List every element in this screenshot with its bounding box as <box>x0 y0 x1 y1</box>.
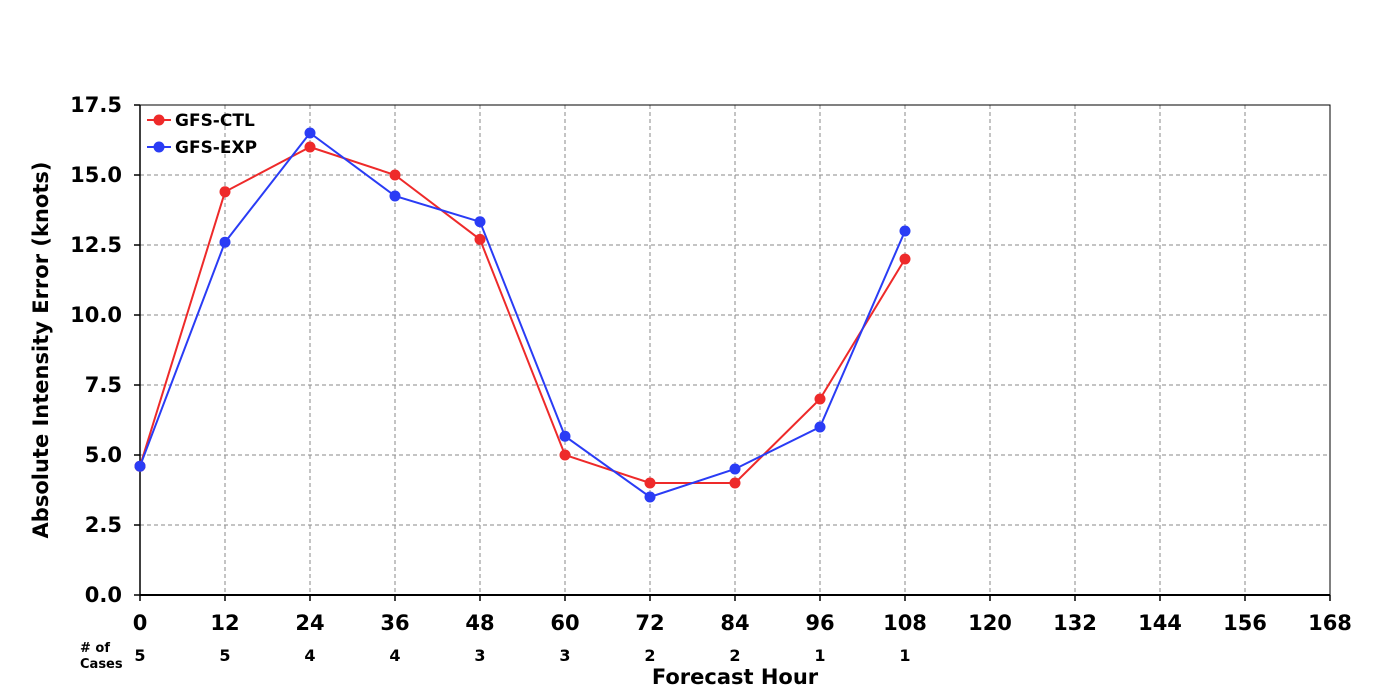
x-tick-label: 120 <box>968 611 1012 635</box>
x-tick-label: 132 <box>1053 611 1097 635</box>
legend-label: GFS-EXP <box>175 138 257 158</box>
cases-label-line1: # of <box>80 641 110 656</box>
cases-count: 5 <box>134 646 145 665</box>
legend: GFS-CTL GFS-EXP <box>147 111 257 158</box>
data-point-gfs-exp <box>814 421 826 433</box>
y-tick-label: 5.0 <box>85 443 122 467</box>
data-point-gfs-exp <box>644 491 656 503</box>
y-axis-ticks: 0.0 2.5 5.0 7.5 10.0 12.5 15.0 17.5 <box>70 93 140 607</box>
data-point-gfs-ctl <box>304 141 316 153</box>
cases-count: 3 <box>559 646 570 665</box>
legend-swatch-marker <box>153 141 165 153</box>
x-axis-ticks: 0 12 24 36 48 60 72 84 96 108 120 132 144 156 168 <box>133 595 1352 635</box>
x-tick-label: 156 <box>1223 611 1267 635</box>
y-tick-label: 15.0 <box>70 163 122 187</box>
legend-label: GFS-CTL <box>175 111 255 131</box>
data-point-gfs-ctl <box>644 477 656 489</box>
data-point-gfs-exp <box>219 236 231 248</box>
data-point-gfs-exp <box>304 127 316 139</box>
data-point-gfs-exp <box>729 463 741 475</box>
x-tick-label: 12 <box>210 611 239 635</box>
cases-row: # of Cases 5 5 4 4 3 3 2 2 1 1 <box>80 641 911 672</box>
grid-lines <box>140 105 1330 595</box>
data-point-gfs-exp <box>899 225 911 237</box>
data-point-gfs-exp <box>389 190 401 202</box>
data-point-gfs-exp <box>474 216 486 228</box>
series-line-gfs-ctl <box>139 145 906 484</box>
series-line-gfs-exp <box>139 131 906 499</box>
y-tick-label: 17.5 <box>70 93 122 117</box>
data-point-gfs-ctl <box>389 169 401 181</box>
x-tick-label: 168 <box>1308 611 1352 635</box>
x-tick-label: 144 <box>1138 611 1182 635</box>
cases-count: 3 <box>474 646 485 665</box>
x-tick-label: 60 <box>550 611 579 635</box>
y-tick-label: 10.0 <box>70 303 122 327</box>
data-point-gfs-ctl <box>219 186 231 198</box>
data-point-gfs-ctl <box>559 449 571 461</box>
x-tick-label: 84 <box>720 611 749 635</box>
cases-count: 1 <box>899 646 910 665</box>
x-tick-label: 36 <box>380 611 409 635</box>
x-tick-label: 0 <box>133 611 148 635</box>
x-tick-label: 48 <box>465 611 494 635</box>
y-tick-label: 2.5 <box>85 513 122 537</box>
cases-count: 1 <box>814 646 825 665</box>
data-point-gfs-ctl <box>899 253 911 265</box>
data-point-gfs-exp <box>134 460 146 472</box>
cases-count: 4 <box>304 646 315 665</box>
data-point-gfs-ctl <box>474 233 486 245</box>
y-tick-label: 12.5 <box>70 233 122 257</box>
y-axis-title: Absolute Intensity Error (knots) <box>29 162 53 539</box>
y-tick-label: 0.0 <box>85 583 122 607</box>
x-tick-label: 72 <box>635 611 664 635</box>
cases-count: 4 <box>389 646 400 665</box>
x-axis-title: Forecast Hour <box>652 665 819 689</box>
x-tick-label: 108 <box>883 611 927 635</box>
y-tick-label: 7.5 <box>85 373 122 397</box>
cases-count: 2 <box>644 646 655 665</box>
cases-count: 5 <box>219 646 230 665</box>
cases-label-line2: Cases <box>80 657 123 672</box>
x-tick-label: 24 <box>295 611 324 635</box>
cases-count: 2 <box>729 646 740 665</box>
data-point-gfs-exp <box>559 430 571 442</box>
x-tick-label: 96 <box>805 611 834 635</box>
data-point-gfs-ctl <box>729 477 741 489</box>
legend-swatch-marker <box>153 114 165 126</box>
data-point-gfs-ctl <box>814 393 826 405</box>
series-lines <box>134 127 911 503</box>
